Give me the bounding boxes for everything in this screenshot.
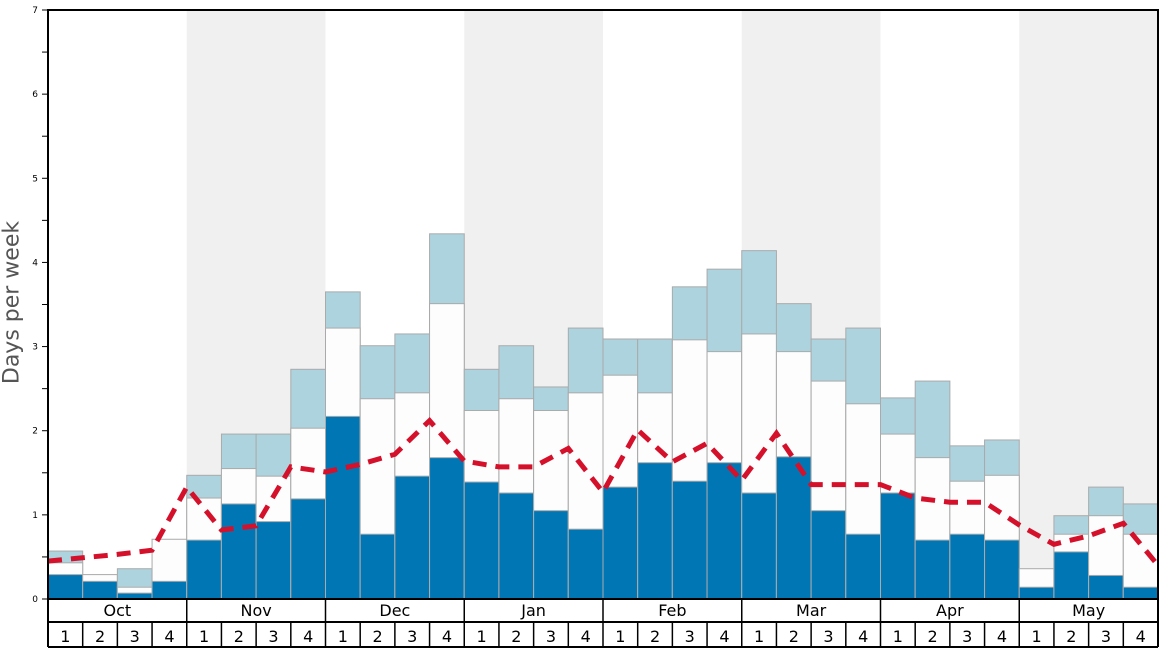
- week-label: 2: [511, 627, 521, 646]
- bar-dark-blue: [1053, 551, 1090, 600]
- week-label: 1: [477, 627, 487, 646]
- y-tick-label: 5: [32, 174, 38, 184]
- week-label: 3: [962, 627, 972, 646]
- week-label: 4: [719, 627, 729, 646]
- week-label: 1: [754, 627, 764, 646]
- week-label: 2: [1066, 627, 1076, 646]
- week-label: 3: [685, 627, 695, 646]
- bar-dark-blue: [394, 475, 431, 600]
- y-tick-label: 2: [32, 427, 38, 437]
- month-label: Jan: [520, 601, 546, 620]
- bar-dark-blue: [151, 580, 188, 600]
- bar-dark-blue: [429, 457, 465, 600]
- bar-dark-blue: [325, 415, 361, 600]
- week-label: 1: [338, 627, 348, 646]
- week-label: 4: [997, 627, 1007, 646]
- week-label: 3: [268, 627, 278, 646]
- week-label: 3: [130, 627, 140, 646]
- bar-dark-blue: [220, 503, 257, 600]
- y-axis: 0 1 2 3 4 5 6 7: [32, 6, 48, 605]
- y-tick-label: 6: [32, 90, 38, 100]
- bar-series: [47, 233, 1159, 600]
- bar-dark-blue: [602, 486, 639, 600]
- bar-dark-blue: [290, 498, 326, 600]
- week-label: 4: [1136, 627, 1146, 646]
- month-label: Oct: [104, 601, 132, 620]
- month-shading-bands: [186, 10, 1158, 599]
- month-label: Apr: [936, 601, 964, 620]
- average-dashed-line: [47, 416, 1160, 567]
- month-label: Dec: [379, 601, 410, 620]
- bar-dark-blue: [984, 539, 1020, 600]
- week-label: 1: [199, 627, 209, 646]
- bar-dark-blue: [741, 492, 777, 600]
- month-label: Mar: [796, 601, 827, 620]
- week-label: 4: [581, 627, 591, 646]
- month-label: Feb: [658, 601, 686, 620]
- week-label: 3: [546, 627, 556, 646]
- x-axis: Oct 1 2 3 4 Nov 1 2 3 4 Dec 1 2 3 4 Jan 1 2 3 4 Feb 1 2 3 4 Mar 1 2…: [47, 599, 1159, 648]
- week-label: 2: [372, 627, 382, 646]
- week-label: 4: [442, 627, 452, 646]
- bar-dark-blue: [914, 539, 951, 600]
- week-label: 2: [95, 627, 105, 646]
- week-label: 4: [303, 627, 313, 646]
- bar-dark-blue: [186, 539, 222, 600]
- bar-dark-blue: [810, 510, 847, 600]
- bar-dark-blue: [255, 521, 292, 600]
- bar-dark-blue: [498, 492, 535, 600]
- week-label: 3: [823, 627, 833, 646]
- bar-dark-blue: [706, 462, 743, 600]
- week-label: 1: [60, 627, 70, 646]
- week-label: 3: [1101, 627, 1111, 646]
- week-label: 1: [1032, 627, 1042, 646]
- bar-dark-blue: [1122, 586, 1159, 600]
- bar-dark-blue: [775, 456, 812, 600]
- bar-dark-blue: [567, 528, 604, 600]
- month-label: Nov: [241, 601, 272, 620]
- bar-dark-blue: [82, 580, 118, 600]
- week-label: 4: [164, 627, 174, 646]
- week-label: 2: [234, 627, 244, 646]
- week-label: 3: [407, 627, 417, 646]
- y-tick-label: 4: [32, 258, 38, 268]
- bar-dark-blue: [1018, 586, 1055, 600]
- y-tick-label: 0: [32, 595, 38, 605]
- bar-dark-blue: [671, 480, 708, 600]
- y-tick-label: 3: [32, 343, 38, 353]
- week-label: 2: [927, 627, 937, 646]
- y-tick-label: 1: [32, 511, 38, 521]
- bar-dark-blue: [1088, 574, 1124, 600]
- plot-frame: [47, 9, 1159, 600]
- bar-dark-blue: [463, 481, 500, 600]
- bar-dark-blue: [949, 533, 986, 600]
- y-axis-label: Days per week: [0, 220, 25, 385]
- bar-dark-blue: [845, 533, 881, 600]
- week-label: 4: [858, 627, 868, 646]
- week-label: 2: [789, 627, 799, 646]
- week-label: 1: [893, 627, 903, 646]
- bar-dark-blue: [880, 492, 916, 600]
- week-label: 2: [650, 627, 660, 646]
- bar-dark-blue: [47, 574, 84, 600]
- bar-dark-blue: [637, 462, 673, 600]
- month-label: May: [1072, 601, 1105, 620]
- bar-dark-blue: [359, 533, 396, 600]
- week-label: 1: [615, 627, 625, 646]
- y-tick-label: 7: [32, 6, 38, 16]
- bar-dark-blue: [533, 510, 569, 600]
